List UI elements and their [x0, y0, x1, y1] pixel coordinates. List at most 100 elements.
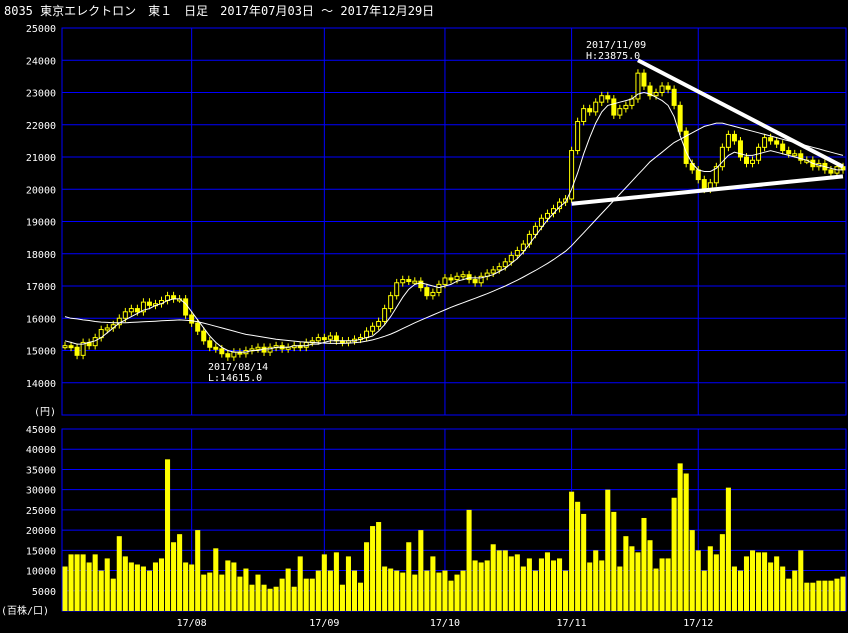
- volume-bar: [641, 517, 647, 611]
- volume-bar: [225, 560, 231, 611]
- high-annotation-value: H:23875.0: [586, 51, 640, 62]
- candle-body: [195, 322, 201, 332]
- candle-body: [225, 353, 231, 358]
- candle-body: [538, 217, 544, 227]
- volume-bar: [665, 558, 671, 611]
- volume-bar: [327, 570, 333, 611]
- volume-bar: [291, 586, 297, 611]
- candle-body: [731, 133, 737, 142]
- volume-bar: [309, 578, 315, 611]
- volume-tick-label: 25000: [26, 506, 56, 517]
- candle-body: [128, 308, 134, 313]
- volume-bar: [605, 489, 611, 611]
- candle-body: [695, 169, 701, 181]
- candle-body: [713, 166, 719, 184]
- volume-bar: [418, 530, 424, 611]
- price-tick-label: 19000: [26, 218, 56, 229]
- price-tick-label: 14000: [26, 379, 56, 390]
- candle-body: [213, 346, 219, 350]
- ma-long-line: [64, 122, 844, 344]
- price-tick-label: 15000: [26, 347, 56, 358]
- candle-body: [502, 261, 508, 268]
- candle-body: [454, 275, 460, 281]
- volume-bar: [689, 530, 695, 611]
- candle-body: [442, 277, 448, 285]
- candle-body: [406, 279, 412, 283]
- candle-body: [418, 280, 424, 289]
- candle-body: [255, 346, 261, 350]
- volume-bar: [273, 586, 279, 611]
- candle-body: [267, 346, 273, 353]
- volume-bar: [249, 584, 255, 611]
- x-tick-label: 17/12: [683, 618, 713, 629]
- candle-body: [382, 308, 388, 322]
- volume-bar: [243, 568, 249, 611]
- volume-bar: [569, 491, 575, 611]
- volume-bar: [647, 540, 653, 611]
- candle-body: [544, 212, 550, 219]
- candle-body: [828, 169, 834, 174]
- volume-bar: [424, 570, 430, 611]
- candle-body: [364, 330, 370, 339]
- candle-body: [80, 341, 86, 356]
- price-tick-label: 20000: [26, 185, 56, 196]
- volume-bar: [768, 562, 774, 611]
- candle-body: [490, 269, 496, 274]
- volume-bar: [840, 576, 846, 611]
- volume-bar: [213, 548, 219, 611]
- volume-bar: [297, 556, 303, 611]
- volume-bar: [158, 558, 165, 611]
- volume-bar: [466, 509, 472, 611]
- volume-bar: [683, 473, 689, 611]
- volume-bar: [581, 513, 587, 611]
- candle-body: [737, 140, 743, 158]
- x-tick-label: 17/09: [309, 618, 339, 629]
- price-unit-label: (円): [34, 407, 56, 418]
- volume-bar: [134, 564, 140, 611]
- volume-bar: [219, 574, 225, 611]
- volume-bar: [514, 554, 520, 611]
- volume-bar: [780, 566, 786, 611]
- candle-body: [677, 104, 683, 132]
- candle-body: [587, 108, 593, 113]
- candle-body: [394, 282, 400, 297]
- ma-short-line: [64, 91, 843, 353]
- volume-tick-label: 15000: [26, 546, 56, 557]
- low-annotation-date: 2017/08/14: [208, 362, 268, 373]
- low-annotation-value: L:14615.0: [208, 373, 262, 384]
- volume-bar: [436, 572, 442, 611]
- candle-body: [62, 345, 68, 349]
- candle-body: [327, 335, 333, 340]
- candle-body: [671, 88, 677, 106]
- volume-bar: [104, 558, 110, 611]
- volume-bar: [86, 562, 92, 611]
- candle-body: [725, 133, 731, 148]
- x-tick-label: 17/11: [557, 618, 587, 629]
- volume-bar: [140, 566, 146, 611]
- volume-bar: [116, 536, 122, 611]
- volume-tick-label: 30000: [26, 486, 56, 497]
- candle-body: [617, 108, 623, 116]
- candle-body: [412, 280, 418, 284]
- volume-bar: [370, 526, 376, 611]
- candle-body: [520, 243, 526, 252]
- volume-bar: [345, 556, 351, 611]
- volume-bar: [98, 570, 104, 611]
- candle-body: [207, 340, 213, 348]
- volume-bar: [792, 570, 798, 611]
- volume-bar: [713, 554, 719, 611]
- price-tick-label: 17000: [26, 282, 56, 293]
- volume-unit-label: (百株/口): [1, 604, 49, 617]
- candle-body: [448, 277, 454, 281]
- candle-body: [134, 308, 140, 313]
- volume-bar: [490, 544, 496, 611]
- candle-body: [496, 266, 502, 271]
- volume-bar: [593, 550, 599, 611]
- volume-bar: [321, 554, 327, 611]
- volume-bar: [442, 570, 448, 611]
- candle-body: [641, 72, 647, 87]
- candle-body: [219, 348, 225, 355]
- volume-bar: [617, 566, 623, 611]
- price-panel: 14000 15000 16000 17000 18000 19000 20000 21000…: [26, 24, 847, 416]
- volume-bar: [496, 550, 502, 611]
